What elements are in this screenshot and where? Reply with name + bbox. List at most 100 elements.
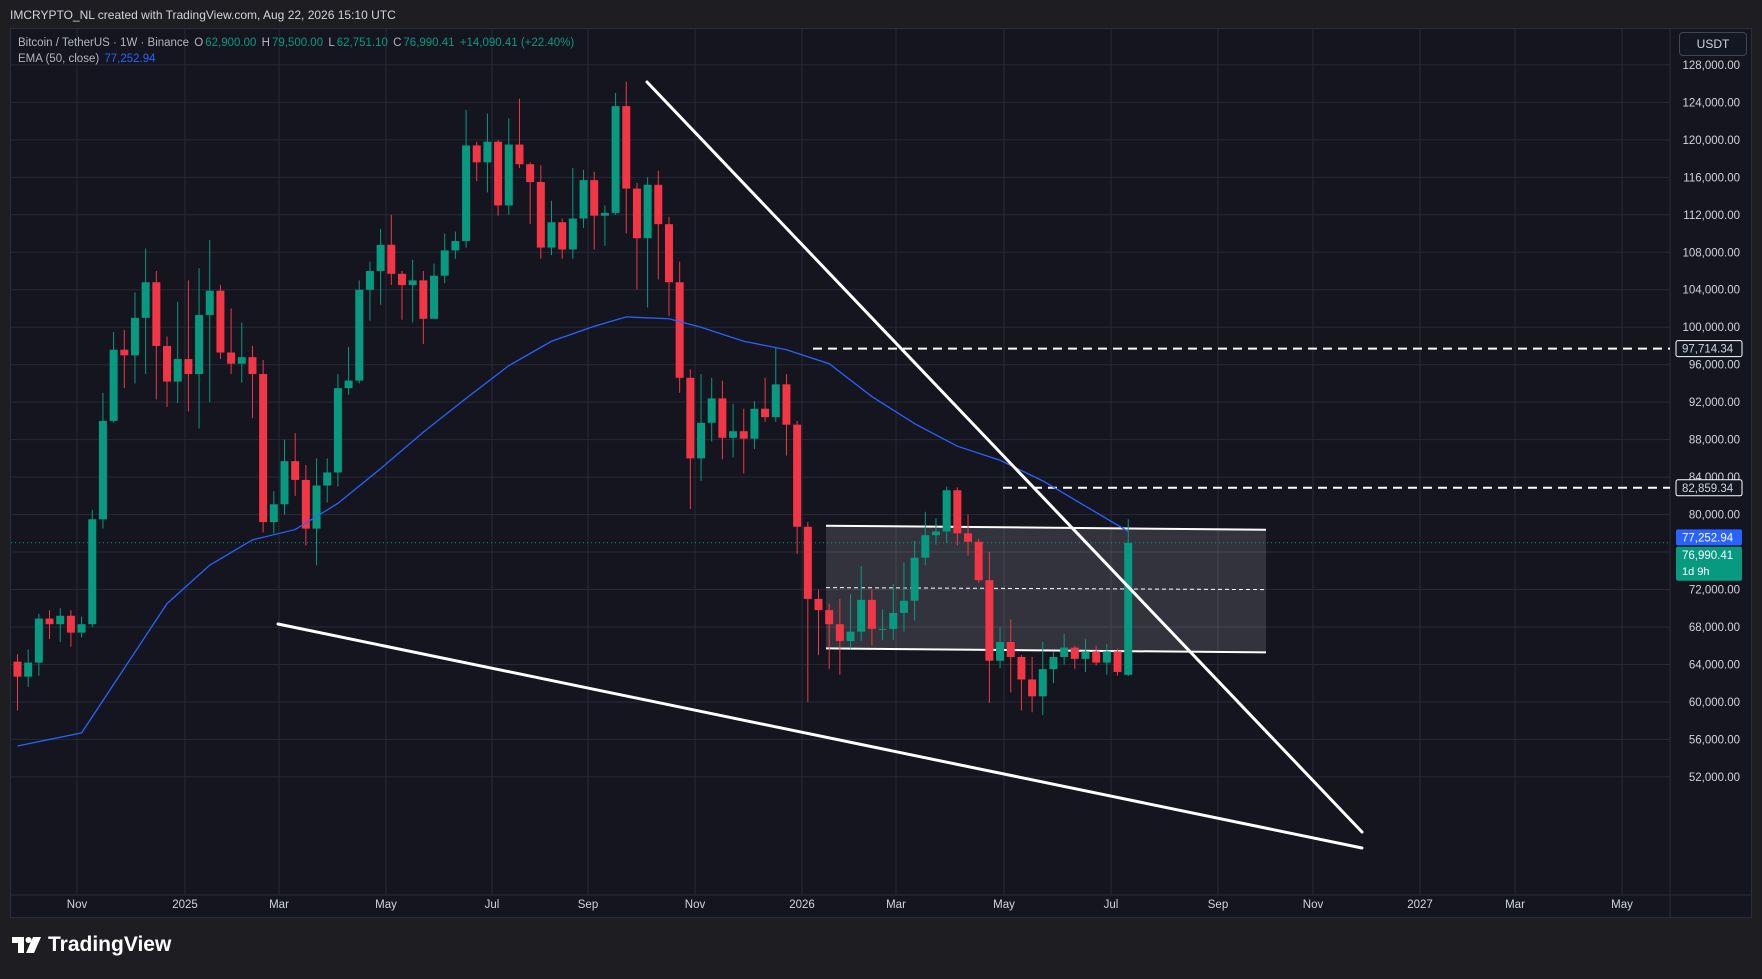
- legend-close-label: C: [393, 37, 402, 49]
- candle-body: [56, 615, 65, 625]
- top-bar: IMCRYPTO_NL created with TradingView.com…: [0, 0, 1762, 28]
- candle-body: [718, 398, 727, 438]
- time-axis-tick-label: Sep: [1208, 899, 1228, 911]
- candle-body: [1060, 647, 1069, 657]
- candle-up: [931, 518, 940, 545]
- time-axis-tick-label: 2026: [789, 899, 815, 911]
- candle-up: [355, 280, 364, 384]
- candle-body: [600, 212, 609, 216]
- currency-button[interactable]: USDT: [1679, 32, 1747, 56]
- candle-body: [13, 661, 22, 677]
- candle-down: [397, 271, 406, 320]
- candle-body: [664, 224, 673, 283]
- candle-down: [163, 336, 172, 407]
- candle-down: [526, 162, 535, 225]
- trendline: [276, 622, 1364, 850]
- candle-down: [120, 330, 129, 389]
- candle-body: [1028, 679, 1037, 697]
- candle-body: [483, 141, 492, 163]
- time-axis-tick-label: Nov: [685, 899, 706, 911]
- candle-body: [953, 490, 962, 534]
- time-axis-tick-label: Jul: [485, 899, 500, 911]
- candle-body: [964, 533, 973, 542]
- candle-body: [1006, 641, 1015, 657]
- candle-body: [77, 624, 86, 633]
- price-axis-tick-label: 112,000.00: [1683, 210, 1740, 222]
- candle-up: [857, 566, 866, 642]
- candle-down: [953, 487, 962, 546]
- price-axis-tick-label: 52,000.00: [1689, 772, 1740, 784]
- candle-body: [301, 479, 310, 529]
- candle-up: [1038, 641, 1047, 716]
- candle-body: [835, 624, 844, 642]
- price-axis-tick-label: 88,000.00: [1689, 435, 1740, 447]
- candle-body: [88, 519, 97, 625]
- price-axis-tick-label: 56,000.00: [1689, 734, 1740, 746]
- time-axis-tick-label: May: [375, 899, 397, 911]
- candle-body: [269, 504, 278, 523]
- candle-up: [323, 458, 332, 503]
- candle-up: [77, 616, 86, 638]
- candle-up: [141, 248, 150, 375]
- candle-body: [451, 241, 460, 251]
- candle-body: [1038, 669, 1047, 697]
- level-badge-97714: 97,714.34: [1675, 340, 1743, 358]
- tradingview-logo[interactable]: TradingView: [12, 933, 171, 957]
- candle-body: [333, 388, 342, 473]
- candle-down: [45, 610, 54, 640]
- candle-body: [761, 408, 770, 418]
- candle-down: [1006, 619, 1015, 693]
- candle-down: [419, 271, 428, 345]
- candle-body: [686, 377, 695, 459]
- candle-body: [547, 222, 556, 248]
- candle-up: [109, 331, 118, 423]
- candle-up: [34, 613, 43, 676]
- candle-body: [857, 599, 866, 632]
- price-axis-tick-label: 108,000.00: [1682, 247, 1740, 259]
- candle-body: [323, 472, 332, 486]
- candle-up: [451, 231, 460, 259]
- candle-down: [793, 420, 802, 554]
- candle-up: [195, 268, 204, 429]
- candle-body: [494, 141, 503, 206]
- candle-body: [985, 580, 994, 661]
- time-axis-tick-label: Sep: [578, 899, 598, 911]
- candle-body: [1124, 542, 1133, 675]
- candle-down: [387, 214, 396, 286]
- candle-up: [643, 177, 652, 308]
- candle-up: [878, 609, 887, 641]
- candle-down: [227, 308, 236, 375]
- time-axis-tick-label: Jul: [1104, 899, 1119, 911]
- candle-down: [152, 271, 161, 400]
- legend-symbol[interactable]: Bitcoin / TetherUS · 1W · Binance: [18, 37, 190, 49]
- candle-up: [130, 292, 139, 384]
- candle-body: [184, 359, 193, 375]
- tradingview-logo-text: TradingView: [48, 933, 172, 956]
- candle-body: [1070, 647, 1079, 659]
- candle-body: [931, 531, 940, 536]
- candle-body: [643, 184, 652, 239]
- last-price-badge: 76,990.41 1d 9h: [1676, 546, 1742, 581]
- candle-body: [899, 600, 908, 613]
- chart-legend: Bitcoin / TetherUS · 1W · Binance O 62,90…: [18, 35, 576, 67]
- chart-frame[interactable]: [10, 28, 1752, 918]
- candle-down: [494, 139, 503, 216]
- candle-body: [376, 244, 385, 272]
- price-axis-tick-label: 68,000.00: [1689, 622, 1740, 634]
- candle-body: [996, 641, 1005, 661]
- candle-down: [675, 261, 684, 393]
- candle-body: [889, 612, 898, 629]
- candle-up: [269, 491, 278, 534]
- candle-body: [803, 526, 812, 599]
- candle-body: [654, 184, 663, 225]
- candle-body: [34, 618, 43, 663]
- candle-body: [216, 290, 225, 353]
- legend-ema-label[interactable]: EMA (50, close): [18, 53, 100, 65]
- candle-up: [237, 322, 246, 383]
- candle-down: [216, 285, 225, 360]
- candle-body: [611, 106, 620, 213]
- candle-body: [739, 431, 748, 439]
- legend-open-label: O: [194, 37, 204, 49]
- candle-body: [536, 182, 545, 248]
